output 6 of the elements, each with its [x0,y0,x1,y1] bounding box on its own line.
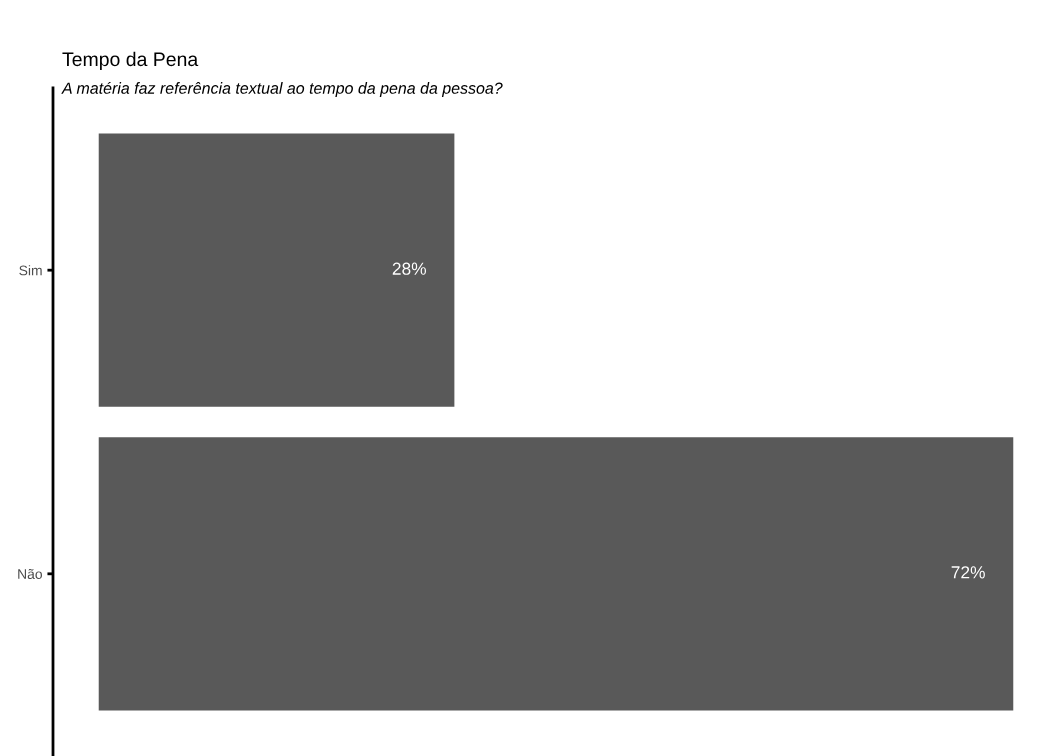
y-tick-label: Sim [19,265,42,276]
chart-subtitle: A matéria faz referência textual ao tempo da pena da pessoa? [61,81,503,97]
data-label: 28% [392,262,427,275]
chart-title: Tempo da Pena [62,51,199,70]
y-tick-label: Não [18,568,42,579]
data-label: 72% [951,566,985,579]
